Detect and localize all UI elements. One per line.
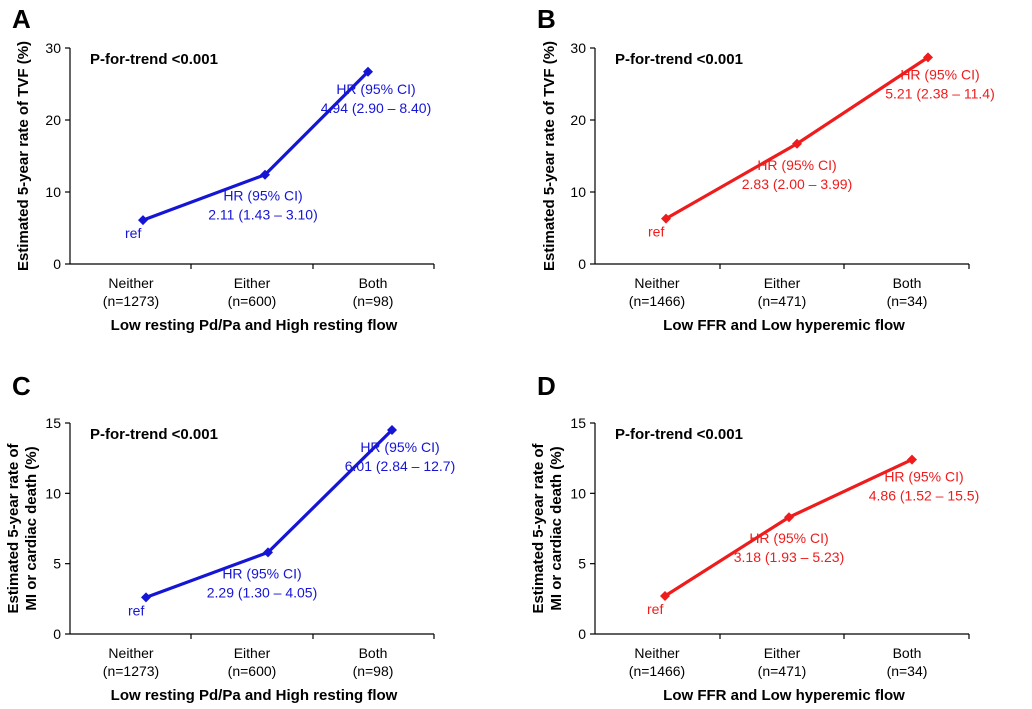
y-tick-label: 0 [53,256,61,272]
data-point [792,138,802,149]
data-point [363,66,373,77]
data-point [260,169,270,180]
x-tick-label: Both [359,645,388,661]
x-tick-label: Either [234,275,271,291]
x-tick-label: Neither [108,275,153,291]
p-trend-label: P-for-trend <0.001 [90,51,218,68]
p-trend-label: P-for-trend <0.001 [615,51,743,68]
y-axis-title: MI or cardiac death (%) [23,446,40,610]
data-annotation: 2.83 (2.00 – 3.99) [742,176,853,192]
x-tick-label: Neither [634,645,679,661]
x-tick-count-label: (n=600) [228,293,277,309]
x-tick-count-label: (n=34) [887,293,928,309]
data-annotation: 4.86 (1.52 – 15.5) [869,488,980,504]
y-axis-title: Estimated 5-year rate of TVF (%) [541,41,558,271]
y-tick-label: 30 [45,40,61,56]
x-tick-count-label: (n=98) [353,663,394,679]
data-annotation: ref [128,602,144,618]
x-tick-count-label: (n=600) [228,663,277,679]
data-point [907,454,917,465]
data-annotation: HR (95% CI) [223,188,302,204]
p-trend-label: P-for-trend <0.001 [90,426,218,443]
series-line [665,56,929,221]
data-point [784,512,794,523]
data-annotation: 2.11 (1.43 – 3.10) [208,207,317,223]
data-annotation: 5.21 (2.38 – 11.4) [885,85,994,101]
x-tick-label: Either [234,645,271,661]
y-tick-label: 0 [53,626,61,642]
data-annotation: 4.94 (2.90 – 8.40) [321,100,432,116]
panel-d: D 0 5 10 15 Neither (n=1466) Either (n=471) Both (… [530,371,979,704]
series-line [664,458,913,598]
data-annotation: 3.18 (1.93 – 5.23) [734,549,845,565]
data-annotation: 2.29 (1.30 – 4.05) [207,584,318,600]
p-trend-label: P-for-trend <0.001 [615,426,743,443]
y-axis-title: Estimated 5-year rate of TVF (%) [15,41,32,271]
panel-letter: B [537,4,556,34]
x-axis-title: Low FFR and Low hyperemic flow [663,317,905,334]
x-tick-count-label: (n=1466) [629,663,685,679]
x-tick-count-label: (n=1273) [103,293,159,309]
data-annotation: ref [648,224,664,240]
data-annotation: HR (95% CI) [757,157,836,173]
x-tick-count-label: (n=1273) [103,663,159,679]
data-annotation: ref [647,601,663,617]
x-axis-title: Low resting Pd/Pa and High resting flow [111,317,398,334]
y-tick-label: 0 [578,256,586,272]
y-tick-label: 10 [45,184,61,200]
x-tick-count-label: (n=1466) [629,293,685,309]
x-tick-label: Both [893,645,922,661]
panel-c: C 0 5 10 15 Neither (n=1273) Either (n=600) Both (… [5,371,455,704]
y-tick-label: 5 [578,556,586,572]
panel-letter: D [537,371,556,401]
y-tick-label: 10 [570,485,586,501]
data-point [661,213,671,224]
y-tick-label: 30 [570,40,586,56]
panel-a: A 0 10 20 30 Neither (n=1273) Either (n=600) Both… [12,4,435,334]
y-axis-title: MI or cardiac death (%) [548,446,565,610]
x-tick-count-label: (n=471) [758,293,807,309]
x-tick-count-label: (n=34) [887,663,928,679]
data-annotation: 6.01 (2.84 – 12.7) [345,458,456,474]
y-tick-label: 0 [578,626,586,642]
data-point [141,592,151,603]
y-tick-label: 5 [53,556,61,572]
panel-letter: A [12,4,31,34]
data-annotation: HR (95% CI) [900,66,979,82]
x-axis-title: Low resting Pd/Pa and High resting flow [111,687,398,704]
y-tick-label: 15 [570,415,586,431]
x-tick-label: Either [764,645,801,661]
x-tick-label: Either [764,275,801,291]
y-tick-label: 15 [45,415,61,431]
x-tick-label: Neither [108,645,153,661]
data-point [138,215,148,226]
y-tick-label: 10 [45,485,61,501]
data-point [923,52,933,63]
data-annotation: HR (95% CI) [749,530,828,546]
data-point [263,547,273,558]
y-tick-label: 20 [45,112,61,128]
y-tick-label: 10 [570,184,586,200]
x-tick-label: Both [359,275,388,291]
y-axis-title: Estimated 5-year rate of [5,442,22,613]
data-annotation: HR (95% CI) [222,565,301,581]
panel-letter: C [12,371,31,401]
x-tick-label: Neither [634,275,679,291]
data-annotation: ref [125,225,141,241]
x-axis-title: Low FFR and Low hyperemic flow [663,687,905,704]
y-axis-title: Estimated 5-year rate of [530,442,547,613]
data-point [387,425,397,436]
x-tick-label: Both [893,275,922,291]
x-tick-count-label: (n=471) [758,663,807,679]
data-annotation: HR (95% CI) [336,81,415,97]
data-annotation: HR (95% CI) [884,469,963,485]
data-point [660,591,670,602]
y-tick-label: 20 [570,112,586,128]
panel-b: B 0 10 20 30 Neither (n=1466) Either (n=471) Both… [537,4,995,334]
data-annotation: HR (95% CI) [360,439,439,455]
x-tick-count-label: (n=98) [353,293,394,309]
